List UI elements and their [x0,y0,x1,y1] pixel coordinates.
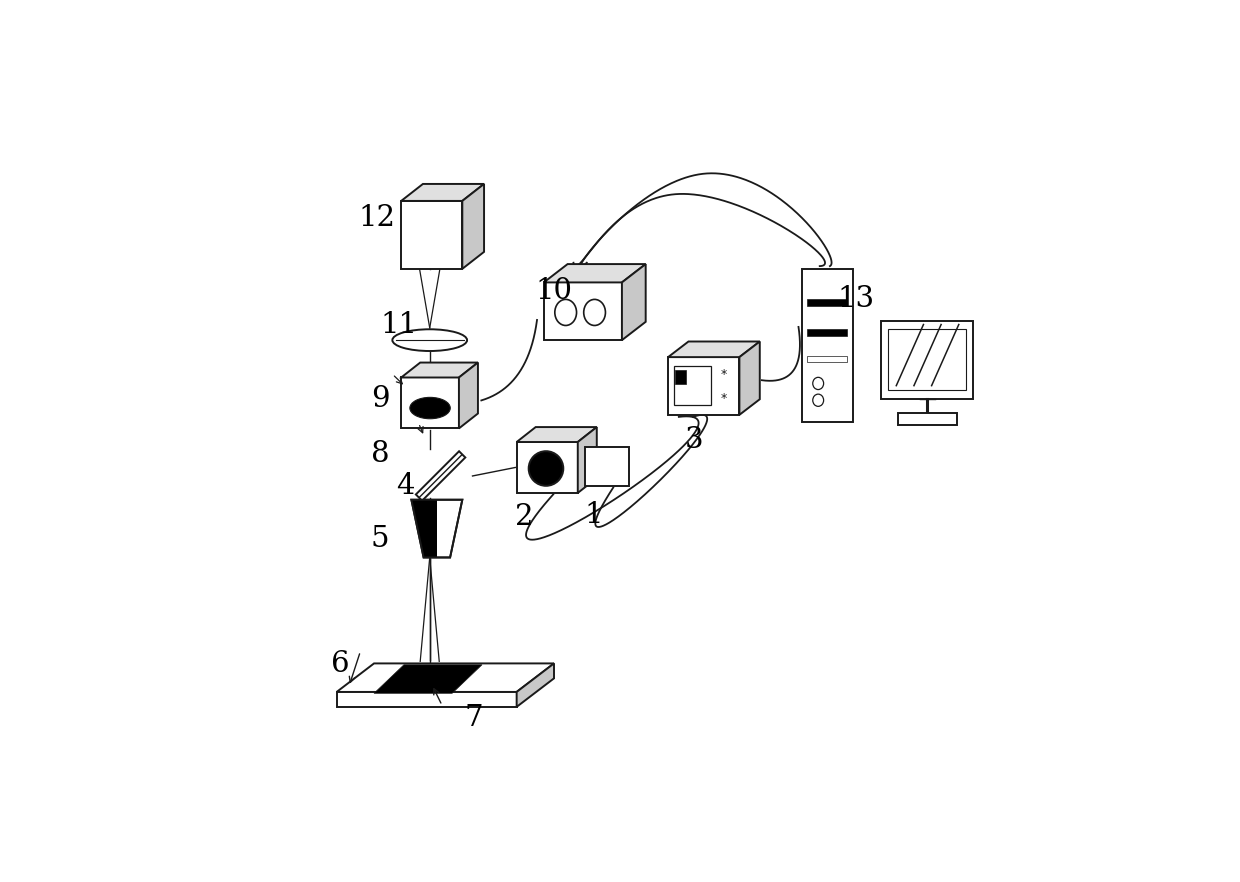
Polygon shape [578,427,596,493]
Ellipse shape [584,299,605,325]
Polygon shape [463,184,484,269]
Ellipse shape [410,398,450,419]
Polygon shape [544,264,646,282]
Polygon shape [517,663,554,706]
Polygon shape [402,363,477,377]
Polygon shape [517,442,578,493]
Polygon shape [802,269,853,422]
Text: 6: 6 [331,650,350,678]
Text: 1: 1 [584,501,603,528]
Polygon shape [668,357,739,415]
Polygon shape [807,299,847,305]
Polygon shape [673,366,711,406]
Text: 7: 7 [464,705,484,732]
Polygon shape [337,663,554,692]
Polygon shape [675,370,686,384]
Text: 8: 8 [371,439,389,467]
Ellipse shape [528,452,563,486]
Text: 4: 4 [397,472,415,500]
Polygon shape [668,341,760,357]
Polygon shape [898,413,956,425]
Text: 13: 13 [838,286,875,313]
Polygon shape [517,427,596,442]
Text: 5: 5 [371,525,389,553]
Polygon shape [402,201,463,269]
Polygon shape [622,264,646,340]
Polygon shape [402,184,484,201]
Polygon shape [459,363,477,429]
Ellipse shape [554,299,577,325]
Polygon shape [374,665,482,693]
Text: 11: 11 [381,310,418,339]
Text: 9: 9 [371,385,389,414]
Ellipse shape [812,377,823,390]
Text: 3: 3 [684,426,703,454]
Polygon shape [807,356,847,362]
Polygon shape [337,692,517,706]
Text: 12: 12 [358,204,396,232]
Text: 10: 10 [534,277,572,304]
Polygon shape [584,447,629,486]
Polygon shape [888,329,966,390]
Polygon shape [402,377,459,429]
Polygon shape [415,452,465,501]
Polygon shape [412,500,436,557]
Polygon shape [739,341,760,415]
Ellipse shape [392,329,467,351]
Text: *: * [720,368,727,381]
Polygon shape [544,282,622,340]
Polygon shape [412,500,463,557]
Polygon shape [807,329,847,336]
Ellipse shape [812,394,823,407]
Polygon shape [882,321,973,400]
Text: *: * [720,392,727,405]
Text: 2: 2 [516,503,533,531]
